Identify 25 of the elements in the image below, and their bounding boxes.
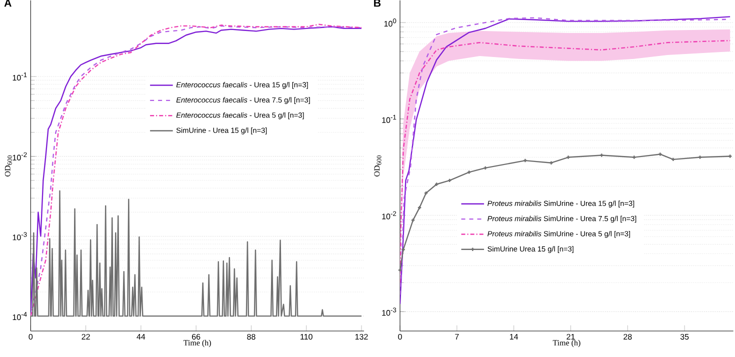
x-axis-title: Time (h) xyxy=(552,340,580,348)
x-tick-label: 0 xyxy=(398,334,402,340)
y-tick-label: 10$^{-1}$ xyxy=(382,114,396,123)
y-tick-label: 10$^{-3}$ xyxy=(382,308,396,316)
y-tick-label: 10$^{-4}$ xyxy=(12,312,27,320)
x-tick-label: 110 xyxy=(300,334,312,340)
x-tick-label: 28 xyxy=(624,334,632,340)
x-tick-label: 7 xyxy=(455,334,459,340)
x-tick-label: 22 xyxy=(82,334,90,340)
y-tick-label: 10$^{-2}$ xyxy=(382,211,396,220)
x-tick-label: 0 xyxy=(28,334,33,340)
y-axis-title: OD$_{600}$ xyxy=(4,155,12,176)
x-tick-label: 35 xyxy=(680,334,689,340)
y-tick-label: 10$^{-2}$ xyxy=(12,152,27,160)
y-axis-title: OD$_{600}$ xyxy=(374,155,382,176)
x-tick-label: 132 xyxy=(355,334,368,340)
x-tick-label: 44 xyxy=(136,334,146,340)
x-tick-label: 21 xyxy=(566,334,575,340)
y-tick-label: 10$^{0}$ xyxy=(384,18,396,27)
x-axis-title: Time (h) xyxy=(184,340,211,348)
y-tick-label: 10$^{-3}$ xyxy=(12,232,27,240)
x-tick-label: 66 xyxy=(192,334,200,340)
y-tick-label: 10$^{-1}$ xyxy=(12,72,27,81)
x-tick-label: 14 xyxy=(510,334,518,340)
x-tick-label: 88 xyxy=(247,334,256,340)
